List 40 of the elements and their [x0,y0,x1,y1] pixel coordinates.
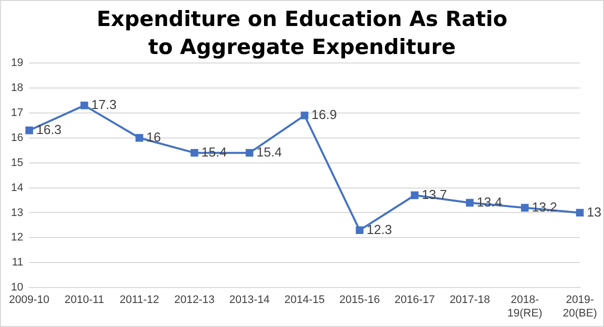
x-tick-label: 2015-16 [339,294,380,306]
x-tick-label: 2013-14 [229,294,270,306]
y-tick-label: 19 [10,57,24,70]
point [246,149,254,157]
y-tick-label: 13 [10,206,24,219]
point [520,204,529,212]
y-tick-label: 16 [10,132,24,144]
x-tick-label: 2019-20(BE) [562,294,598,320]
x-tick-label: 2017-18 [450,294,490,306]
data-label: 16 [146,129,161,144]
data-label: 12.3 [366,222,392,237]
chart-title: Expenditure on Education As Ratio to Aggregate Expenditure [96,7,508,59]
x-tick-label: 2012-13 [174,294,215,306]
x-tick-label: 2018-19(RE) [507,294,542,320]
data-label: 16.3 [36,122,62,137]
y-tick-label: 17 [10,106,24,119]
point [410,191,419,200]
y-tick-label: 12 [10,232,24,244]
point [136,134,144,142]
y-tick-label: 15 [10,156,24,169]
data-label: 17.3 [91,97,117,112]
data-label: 13 [586,204,602,220]
data-label: 15.4 [256,144,282,160]
data-label: 16.9 [312,106,337,122]
x-tick-label: 2009-10 [9,294,50,306]
point [25,126,34,134]
point [80,102,88,110]
x-tick-label: 2014-15 [284,294,325,306]
y-tick-label: 10 [10,282,24,294]
y-tick-label: 18 [10,82,24,94]
point [576,208,584,217]
point [190,149,198,157]
point [356,226,364,234]
x-tick-label: 2016-17 [394,294,435,306]
x-tick-label: 2011-12 [120,294,160,306]
x-tick-label: 2010-11 [64,294,104,306]
y-tick-label: 11 [12,256,24,269]
y-tick-label: 14 [10,182,24,194]
point [300,112,308,120]
point [466,198,474,207]
